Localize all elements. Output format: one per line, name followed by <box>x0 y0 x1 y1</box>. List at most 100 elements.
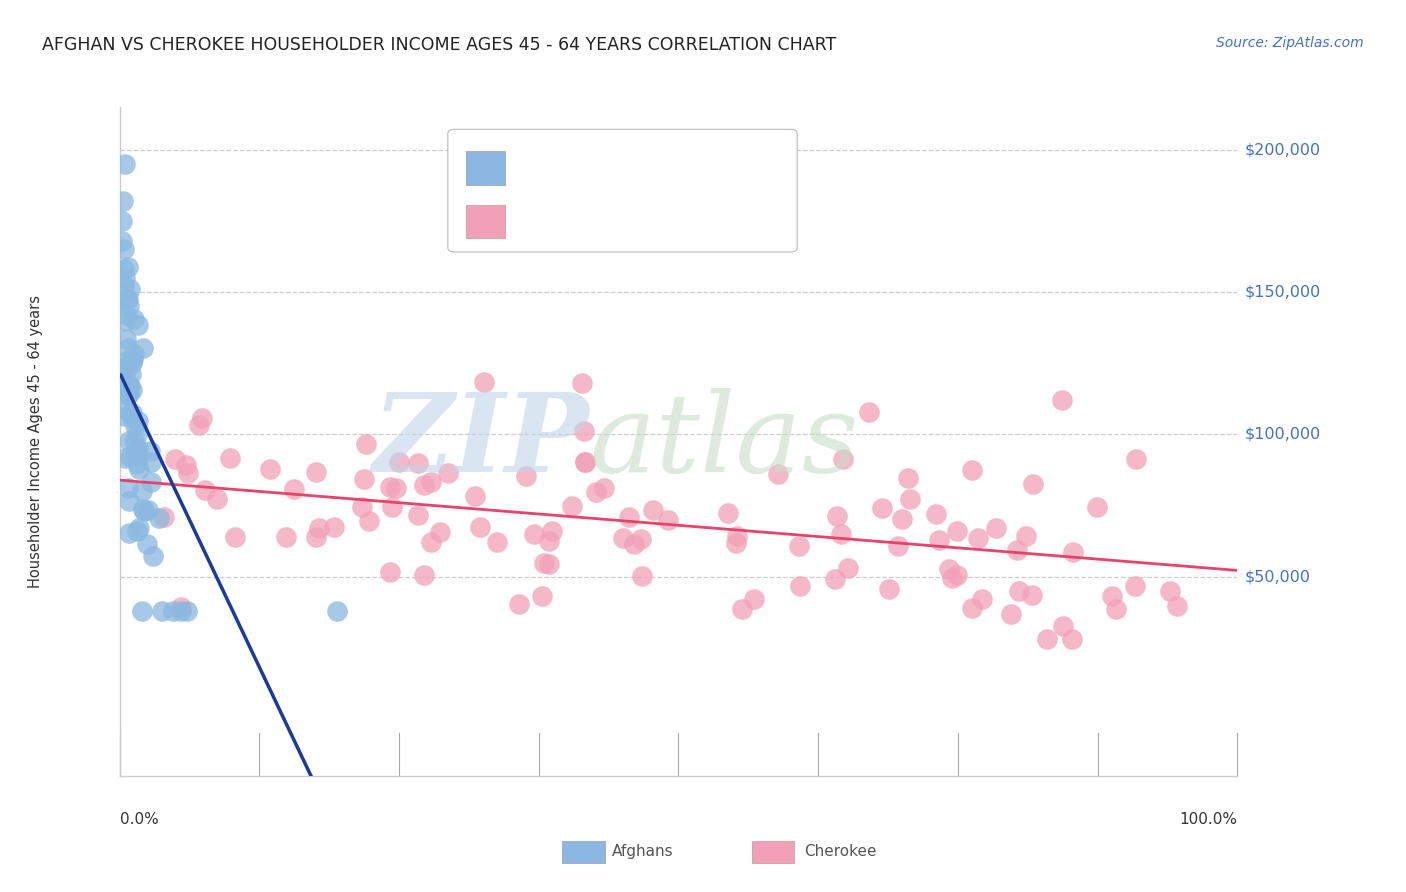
Point <box>657 513 679 527</box>
Point <box>194 483 217 497</box>
Point <box>141 475 163 489</box>
Point <box>111 194 134 208</box>
Point <box>617 510 640 524</box>
Point <box>132 501 155 516</box>
Point <box>121 411 143 425</box>
Point <box>131 483 153 498</box>
Point <box>887 539 910 553</box>
Point <box>537 557 560 571</box>
Point <box>117 260 139 275</box>
Point <box>114 313 136 327</box>
Point <box>131 604 153 618</box>
Point <box>970 592 993 607</box>
Point <box>118 379 141 393</box>
Text: atlas: atlas <box>589 388 859 495</box>
Point <box>561 499 583 513</box>
Point <box>276 530 298 544</box>
Point <box>413 567 436 582</box>
Point <box>218 451 240 466</box>
Point <box>388 455 411 469</box>
Point <box>837 560 859 574</box>
Point <box>1125 579 1147 593</box>
Text: Afghans: Afghans <box>612 845 673 859</box>
Text: $150,000: $150,000 <box>1244 285 1320 300</box>
Text: 0.0%: 0.0% <box>120 812 159 827</box>
Point <box>120 282 142 296</box>
Point <box>117 341 139 355</box>
Point <box>789 580 811 594</box>
Point <box>115 292 138 306</box>
Point <box>131 342 153 356</box>
Point <box>381 500 404 514</box>
Point <box>378 566 401 580</box>
Point <box>1015 529 1038 543</box>
Point <box>207 492 229 507</box>
Point <box>1125 452 1147 467</box>
Point <box>787 539 810 553</box>
Point <box>824 572 846 586</box>
Point <box>731 602 754 616</box>
Point <box>378 480 401 494</box>
Point <box>135 537 157 551</box>
Point <box>117 387 139 401</box>
Point <box>1036 632 1059 647</box>
Point <box>124 347 146 361</box>
Point <box>352 500 374 514</box>
Point <box>412 478 434 492</box>
Point <box>960 600 983 615</box>
Text: $200,000: $200,000 <box>1244 142 1320 157</box>
Point <box>938 562 960 576</box>
Point <box>1052 619 1074 633</box>
Point <box>136 503 159 517</box>
Point <box>1062 632 1084 647</box>
Point <box>630 533 652 547</box>
Point <box>768 467 790 482</box>
Point <box>118 385 141 400</box>
Point <box>170 599 193 614</box>
Point <box>984 521 1007 535</box>
Point <box>177 467 200 481</box>
Point <box>305 465 328 479</box>
Point <box>897 471 920 485</box>
Point <box>485 535 508 549</box>
Point <box>574 455 596 469</box>
Text: R =  -0.3   N= 110: R = -0.3 N= 110 <box>515 208 688 226</box>
Point <box>724 536 747 550</box>
Point <box>114 157 136 171</box>
Text: R =  -0.427   N=  71: R = -0.427 N= 71 <box>515 154 706 172</box>
Point <box>125 448 148 462</box>
Text: $100,000: $100,000 <box>1244 427 1320 442</box>
Point <box>128 521 150 535</box>
Text: Cherokee: Cherokee <box>804 845 877 859</box>
Point <box>115 354 138 368</box>
Point <box>191 411 214 425</box>
Point <box>877 582 900 597</box>
Point <box>127 414 149 428</box>
Point <box>468 520 491 534</box>
Point <box>115 332 138 346</box>
Point <box>163 451 186 466</box>
Text: 100.0%: 100.0% <box>1180 812 1237 827</box>
Point <box>1008 584 1031 599</box>
Point <box>585 485 607 500</box>
Point <box>118 525 141 540</box>
Point <box>1022 477 1045 491</box>
Point <box>623 537 645 551</box>
Point <box>437 467 460 481</box>
Point <box>530 589 553 603</box>
Point <box>742 591 765 606</box>
Point <box>612 531 634 545</box>
Point <box>118 379 141 393</box>
Point <box>117 299 139 313</box>
Point <box>127 318 149 333</box>
Point <box>406 508 429 522</box>
Point <box>572 425 595 439</box>
Point <box>117 388 139 402</box>
Point <box>308 521 330 535</box>
Point <box>1166 599 1188 614</box>
Point <box>134 504 156 518</box>
Point <box>138 443 160 458</box>
Point <box>148 511 170 525</box>
Point <box>112 409 135 423</box>
Text: $50,000: $50,000 <box>1244 569 1310 584</box>
